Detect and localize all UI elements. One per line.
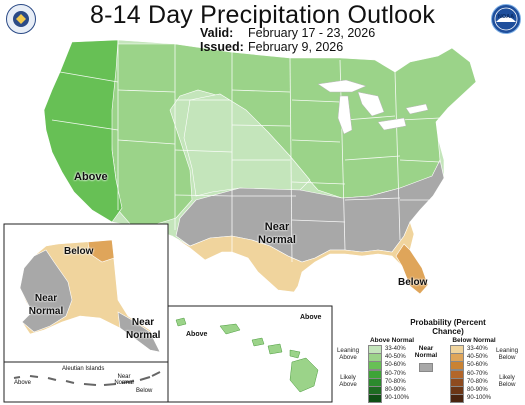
alaska-below-label: Below [64, 246, 94, 257]
alaska-below-40-50 [87, 239, 115, 263]
valid-row: Valid: February 17 - 23, 2026 [200, 26, 375, 40]
aleutian-near-normal-label: Near Normal [114, 374, 134, 386]
state-lines [51, 40, 441, 263]
hawaii-inset-frame [167, 305, 333, 403]
hawaii-islands [175, 317, 319, 393]
noaa-logo-icon: NOAA [491, 4, 521, 34]
above-bin-label: 70-80% [385, 378, 406, 385]
alaska-se-near-normal [117, 311, 161, 353]
valid-label: Valid: [200, 26, 234, 40]
alaska-near-normal [19, 249, 73, 333]
above-bin-label: 80-90% [385, 387, 406, 393]
issued-label: Issued: [200, 40, 244, 54]
noaa-logo-text: NOAA [497, 14, 515, 20]
conus-above-50-60 [43, 39, 123, 223]
alaska-se-near-normal-label: Near Normal [126, 317, 161, 341]
hawaii-above-left-label: Above [186, 331, 208, 338]
near-normal-swatch [419, 363, 433, 372]
hawaii-above-right-label: Above [300, 314, 322, 321]
above-swatch [368, 394, 382, 404]
below-bin-label: 33-40% [467, 346, 488, 352]
above-bin-label: 33-40% [385, 346, 406, 352]
likely-below-label: Likely Below [498, 374, 516, 388]
above-normal-header: Above Normal [369, 337, 415, 344]
below-bin-label: 50-60% [467, 362, 488, 369]
conus-below-40-50 [395, 243, 429, 295]
valid-value: February 17 - 23, 2026 [248, 26, 376, 40]
conus-near-normal-label: Near Normal [258, 221, 296, 246]
doc-seal-icon [6, 4, 36, 34]
below-bin-label: 60-70% [467, 370, 488, 377]
below-bin-label: 80-90% [467, 387, 488, 393]
aleutian-title: Aleutian Islands [62, 366, 105, 372]
great-lakes [317, 79, 429, 135]
above-bin-label: 40-50% [385, 354, 406, 361]
below-bin-label: 70-80% [467, 378, 488, 385]
issued-row: Issued: February 9, 2026 [200, 40, 343, 54]
alaska-near-normal-label: Near Normal [28, 293, 64, 317]
conus-above-label: Above [74, 171, 108, 183]
near-normal-header: Near Normal [414, 345, 438, 359]
legend-title: Probability (Percent Chance) [410, 318, 486, 336]
below-swatch [450, 394, 464, 404]
leaning-above-label: Leaning Above [336, 347, 360, 361]
aleutian-inset-frame [3, 361, 169, 403]
below-bin-label: 40-50% [467, 354, 488, 361]
above-bin-label: 50-60% [385, 362, 406, 369]
florida-below-label: Below [398, 277, 428, 288]
aleutian-above-label: Above [14, 380, 32, 386]
likely-above-label: Likely Above [339, 374, 357, 388]
above-bin-label: 60-70% [385, 370, 406, 377]
aleutian-islands [13, 371, 161, 386]
aleutian-below-label: Below [136, 388, 153, 394]
below-bin-label: 90-100% [467, 395, 492, 402]
issued-value: February 9, 2026 [248, 40, 344, 54]
page-title: 8-14 Day Precipitation Outlook [89, 1, 436, 29]
below-normal-header: Below Normal [452, 337, 496, 344]
above-bin-label: 90-100% [385, 395, 410, 402]
leaning-below-label: Leaning Below [495, 347, 519, 361]
